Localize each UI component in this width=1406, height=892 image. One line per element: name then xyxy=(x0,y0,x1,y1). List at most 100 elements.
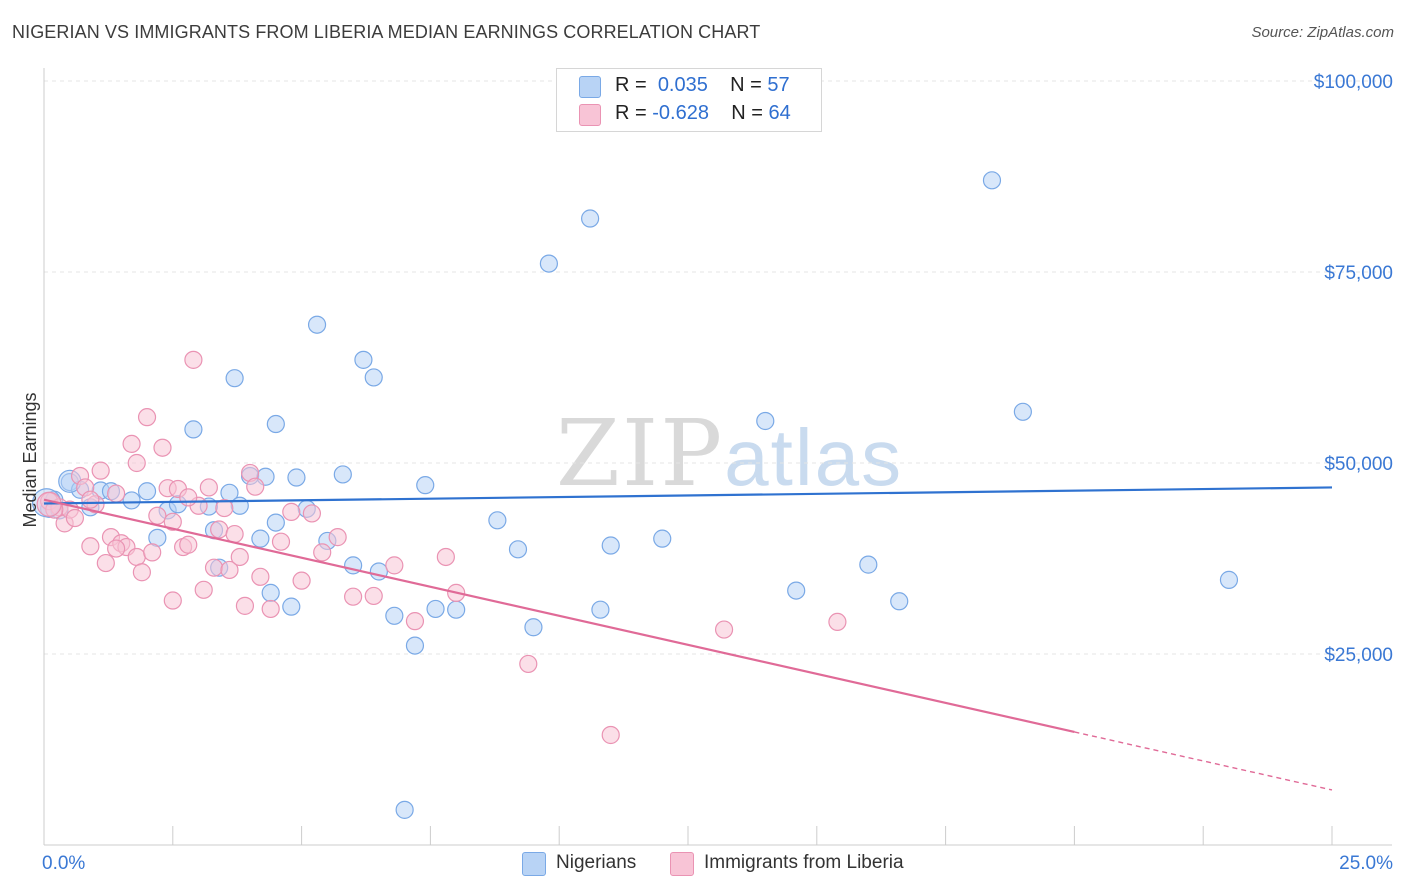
chart-source: Source: ZipAtlas.com xyxy=(1251,24,1394,41)
data-point xyxy=(230,496,249,515)
legend-n-label: N = xyxy=(731,102,763,124)
bottom-legend-swatch-pink xyxy=(670,852,694,876)
x-tick-label-min: 0.0% xyxy=(42,853,85,874)
data-point xyxy=(230,547,249,567)
data-point xyxy=(447,600,466,619)
data-point xyxy=(137,408,157,427)
trend-line-liberia-extension xyxy=(1074,731,1333,791)
data-point xyxy=(81,537,100,556)
data-point xyxy=(179,488,198,507)
data-point xyxy=(890,592,909,611)
y-axis-label: Median Earnings xyxy=(20,392,40,527)
data-point xyxy=(508,540,528,559)
grid-lines xyxy=(44,80,1392,655)
data-point xyxy=(354,350,373,369)
bottom-legend-swatch-blue xyxy=(522,852,546,876)
data-point xyxy=(261,583,280,602)
y-tick-label: $100,000 xyxy=(1314,72,1393,93)
data-point xyxy=(653,529,672,548)
data-point xyxy=(148,506,167,525)
data-point xyxy=(333,465,352,484)
data-point xyxy=(488,511,507,530)
data-point xyxy=(405,636,425,655)
data-point xyxy=(519,654,538,674)
data-point xyxy=(1219,570,1239,589)
data-point xyxy=(107,539,126,558)
data-point xyxy=(235,596,255,615)
data-point xyxy=(601,725,620,745)
data-point xyxy=(591,600,610,619)
data-point xyxy=(581,209,600,228)
data-point xyxy=(204,558,224,577)
legend-r-value-nigerians: 0.035 xyxy=(657,74,708,96)
series-liberia xyxy=(36,350,847,745)
legend-n-label: N = xyxy=(730,74,762,96)
data-point xyxy=(714,620,734,639)
data-point xyxy=(344,587,363,606)
data-point xyxy=(179,535,198,554)
data-point xyxy=(436,547,455,567)
data-point xyxy=(143,543,162,562)
data-point xyxy=(215,498,234,518)
bottom-legend-label-nigerians: Nigerians xyxy=(556,852,637,873)
data-point xyxy=(225,369,244,388)
data-point xyxy=(122,434,141,453)
data-point xyxy=(96,553,115,573)
data-point xyxy=(601,536,620,555)
data-point xyxy=(184,420,203,439)
data-point xyxy=(163,512,182,531)
data-point xyxy=(153,438,172,457)
trend-line-liberia xyxy=(43,498,1075,734)
data-point xyxy=(1013,402,1032,421)
data-point xyxy=(251,567,270,586)
data-point xyxy=(194,580,213,599)
data-point xyxy=(246,477,265,496)
legend-r-value-liberia: -0.628 xyxy=(652,102,709,124)
data-point xyxy=(220,560,239,580)
data-point xyxy=(982,171,1002,190)
data-point xyxy=(292,571,311,590)
data-point xyxy=(81,490,100,509)
data-point xyxy=(828,612,847,632)
y-tick-label: $25,000 xyxy=(1324,645,1393,666)
data-point xyxy=(122,491,141,510)
correlation-legend: R = 0.035 N = 57 R = -0.628 N = 64 xyxy=(556,68,822,132)
data-point xyxy=(251,529,270,548)
trend-lines xyxy=(43,486,1333,791)
data-point xyxy=(163,591,182,610)
data-point xyxy=(225,524,244,544)
data-point xyxy=(313,543,332,562)
legend-n-value-liberia: 64 xyxy=(768,102,791,124)
axis-labels: $25,000 $50,000 $75,000 $100,000 0.0% 25.0% Me… xyxy=(20,72,1393,874)
data-point xyxy=(282,502,301,521)
data-point xyxy=(364,368,383,387)
data-point xyxy=(405,612,425,631)
trend-line-nigerians xyxy=(43,486,1333,505)
data-point xyxy=(307,315,327,334)
data-point xyxy=(137,482,157,501)
data-point xyxy=(524,618,543,637)
data-point xyxy=(266,414,285,434)
data-point xyxy=(65,508,85,528)
watermark-atlas: atlas xyxy=(724,413,904,502)
data-point xyxy=(127,547,146,567)
data-point xyxy=(416,476,435,495)
data-point xyxy=(271,532,291,551)
data-point xyxy=(756,411,775,431)
data-point xyxy=(261,599,280,619)
data-point xyxy=(787,581,806,600)
data-point xyxy=(107,484,126,503)
watermark: ZIPatlas xyxy=(556,400,903,507)
data-point xyxy=(91,461,110,480)
legend-r-label: R = xyxy=(615,102,647,124)
data-point xyxy=(184,350,203,369)
legend-swatch-blue xyxy=(579,76,601,98)
legend-r-label: R = xyxy=(615,74,647,96)
bottom-legend-label-liberia: Immigrants from Liberia xyxy=(704,852,904,873)
chart-title: NIGERIAN VS IMMIGRANTS FROM LIBERIA MEDI… xyxy=(12,22,761,42)
legend-swatch-pink xyxy=(579,104,601,126)
data-point xyxy=(132,563,151,582)
legend-n-value-nigerians: 57 xyxy=(767,74,790,96)
data-point xyxy=(385,556,404,575)
